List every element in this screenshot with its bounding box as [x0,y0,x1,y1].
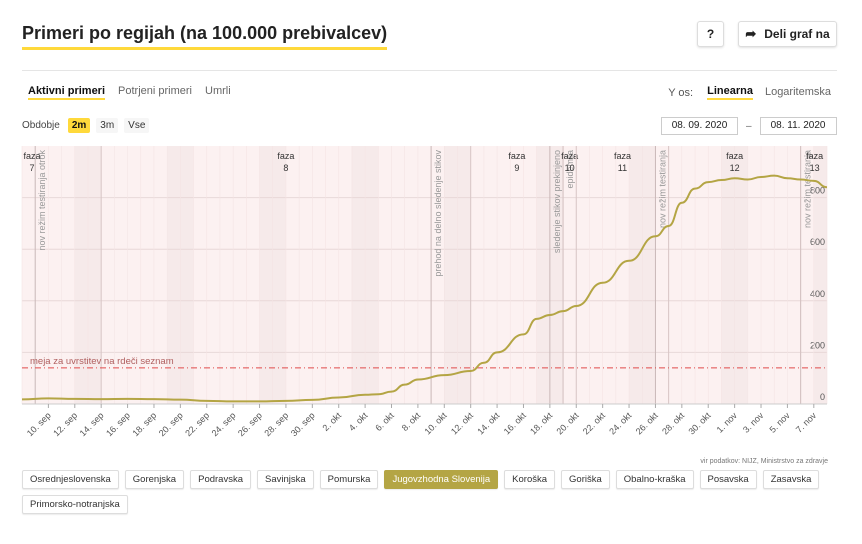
phase-number: 11 [618,163,627,173]
annotation-label: epidemija [565,150,575,189]
x-tick-label: 14. okt [475,410,502,437]
x-tick-label: 28. sep [262,410,290,438]
x-tick-label: 2. okt [320,410,343,433]
x-tick-label: 24. sep [210,410,238,438]
weekend-band [813,146,827,404]
x-tick-label: 26. okt [634,410,661,437]
y-tick-label: 200 [810,340,825,350]
date-to-input[interactable]: 08. 11. 2020 [759,117,837,135]
x-tick-label: 14. sep [78,410,106,438]
date-separator: – [746,120,752,132]
region-button[interactable]: Goriška [561,470,610,489]
x-tick-label: 22. okt [581,410,608,437]
phase-label: faza [614,151,631,161]
phase-number: 8 [283,163,288,173]
phase-number: 7 [29,163,34,173]
x-tick-label: 26. sep [236,410,264,438]
phase-label: faza [508,151,525,161]
share-button[interactable]: ➦ Deli graf na [738,21,837,47]
phase-number: 12 [730,163,740,173]
x-tick-label: 16. okt [502,410,529,437]
header-divider [22,70,837,71]
phase-label: faza [726,151,743,161]
x-tick-label: 5. nov [767,410,792,435]
period-label: Obdobje [22,120,60,131]
y-axis-toggle: Y os: Linearna Logaritemska [668,85,831,100]
region-button[interactable]: Pomurska [319,470,379,489]
phase-label: faza [561,151,578,161]
annotation-label: sledenje stikov prekinjeno [552,150,562,253]
y-axis-linear-option[interactable]: Linearna [707,85,753,100]
annotation-label: nov režim testiranja [803,150,813,228]
x-tick-label: 3. nov [741,410,766,435]
tab-potrjeni-primeri[interactable]: Potrjeni primeri [118,85,192,97]
region-button[interactable]: Posavska [699,470,757,489]
x-tick-label: 6. okt [373,410,396,433]
region-selector: Osrednjeslovenska Gorenjska Podravska Savin… [22,470,832,514]
x-tick-label: 1. nov [715,410,740,435]
period-vse-button[interactable]: Vse [124,118,150,133]
y-tick-label: 0 [820,392,825,402]
phase-label: faza [277,151,294,161]
date-from-input[interactable]: 08. 09. 2020 [661,117,738,135]
tab-aktivni-primeri[interactable]: Aktivni primeri [28,85,106,100]
period-3m-button[interactable]: 3m [96,118,119,133]
x-tick-label: 18. okt [528,410,555,437]
y-axis-log-option[interactable]: Logaritemska [764,86,831,98]
phase-number: 13 [810,163,820,173]
x-tick-label: 10. okt [423,410,450,437]
x-tick-label: 30. sep [289,410,317,438]
phase-number: 10 [565,163,575,173]
x-tick-label: 20. okt [554,410,581,437]
x-tick-label: 24. okt [607,410,634,437]
x-tick-label: 22. sep [183,410,211,438]
date-range: 08. 09. 2020 – 08. 11. 2020 [661,117,837,135]
share-arrow-icon: ➦ [745,26,757,41]
region-button[interactable]: Primorsko-notranjska [22,495,128,514]
y-tick-label: 600 [810,237,825,247]
share-button-label: Deli graf na [764,27,830,41]
threshold-label: meja za uvrstitev na rdeči seznam [30,356,174,367]
x-tick-label: 8. okt [400,410,423,433]
data-source: vir podatkov: NIJZ, Ministrstvo za zdrav… [700,458,828,465]
y-axis-label: Y os: [668,86,694,99]
period-selector: Obdobje 2m 3m Vse [22,118,150,133]
region-button[interactable]: Osrednjeslovenska [22,470,119,489]
x-tick-label: 20. sep [157,410,185,438]
annotation-label: nov režim testiranja otrok [37,150,47,251]
phase-label: faza [806,151,823,161]
y-tick-label: 400 [810,289,825,299]
cases-line-chart: 0 200 400 600 800 nov režim testiranja otrok p… [21,146,828,438]
help-button[interactable]: ? [697,21,724,47]
metric-tabs: Aktivni primeri Potrjeni primeri Umrli [28,85,231,100]
region-button[interactable]: Savinjska [257,470,314,489]
page-title: Primeri po regijah (na 100.000 prebivalc… [22,22,388,50]
x-tick-label: 12. sep [51,410,79,438]
region-button[interactable]: Koroška [504,470,556,489]
region-button[interactable]: Obalno-kraška [615,470,694,489]
x-tick-label: 28. okt [660,410,687,437]
tab-umrli[interactable]: Umrli [205,85,231,97]
region-button[interactable]: Podravska [190,470,251,489]
phase-label: faza [23,151,40,161]
x-tick-label: 4. okt [347,410,370,433]
region-button[interactable]: Gorenjska [124,470,185,489]
annotation-label: prehod na delno sledenje stikov [433,150,443,277]
x-tick-label: 18. sep [130,410,158,438]
x-tick-label: 12. okt [449,410,476,437]
phase-number: 9 [514,163,519,173]
x-tick-label: 10. sep [25,410,53,438]
y-tick-label: 800 [810,186,825,196]
annotation-label: nov režim testiranja [657,150,667,228]
x-tick-label: 16. sep [104,410,132,438]
x-tick-label: 30. okt [686,410,713,437]
period-2m-button[interactable]: 2m [67,118,91,133]
region-button[interactable]: Zasavska [762,470,820,489]
region-button[interactable]: Jugovzhodna Slovenija [384,470,499,489]
x-tick-label: 7. nov [794,410,819,435]
series-line [21,174,828,403]
